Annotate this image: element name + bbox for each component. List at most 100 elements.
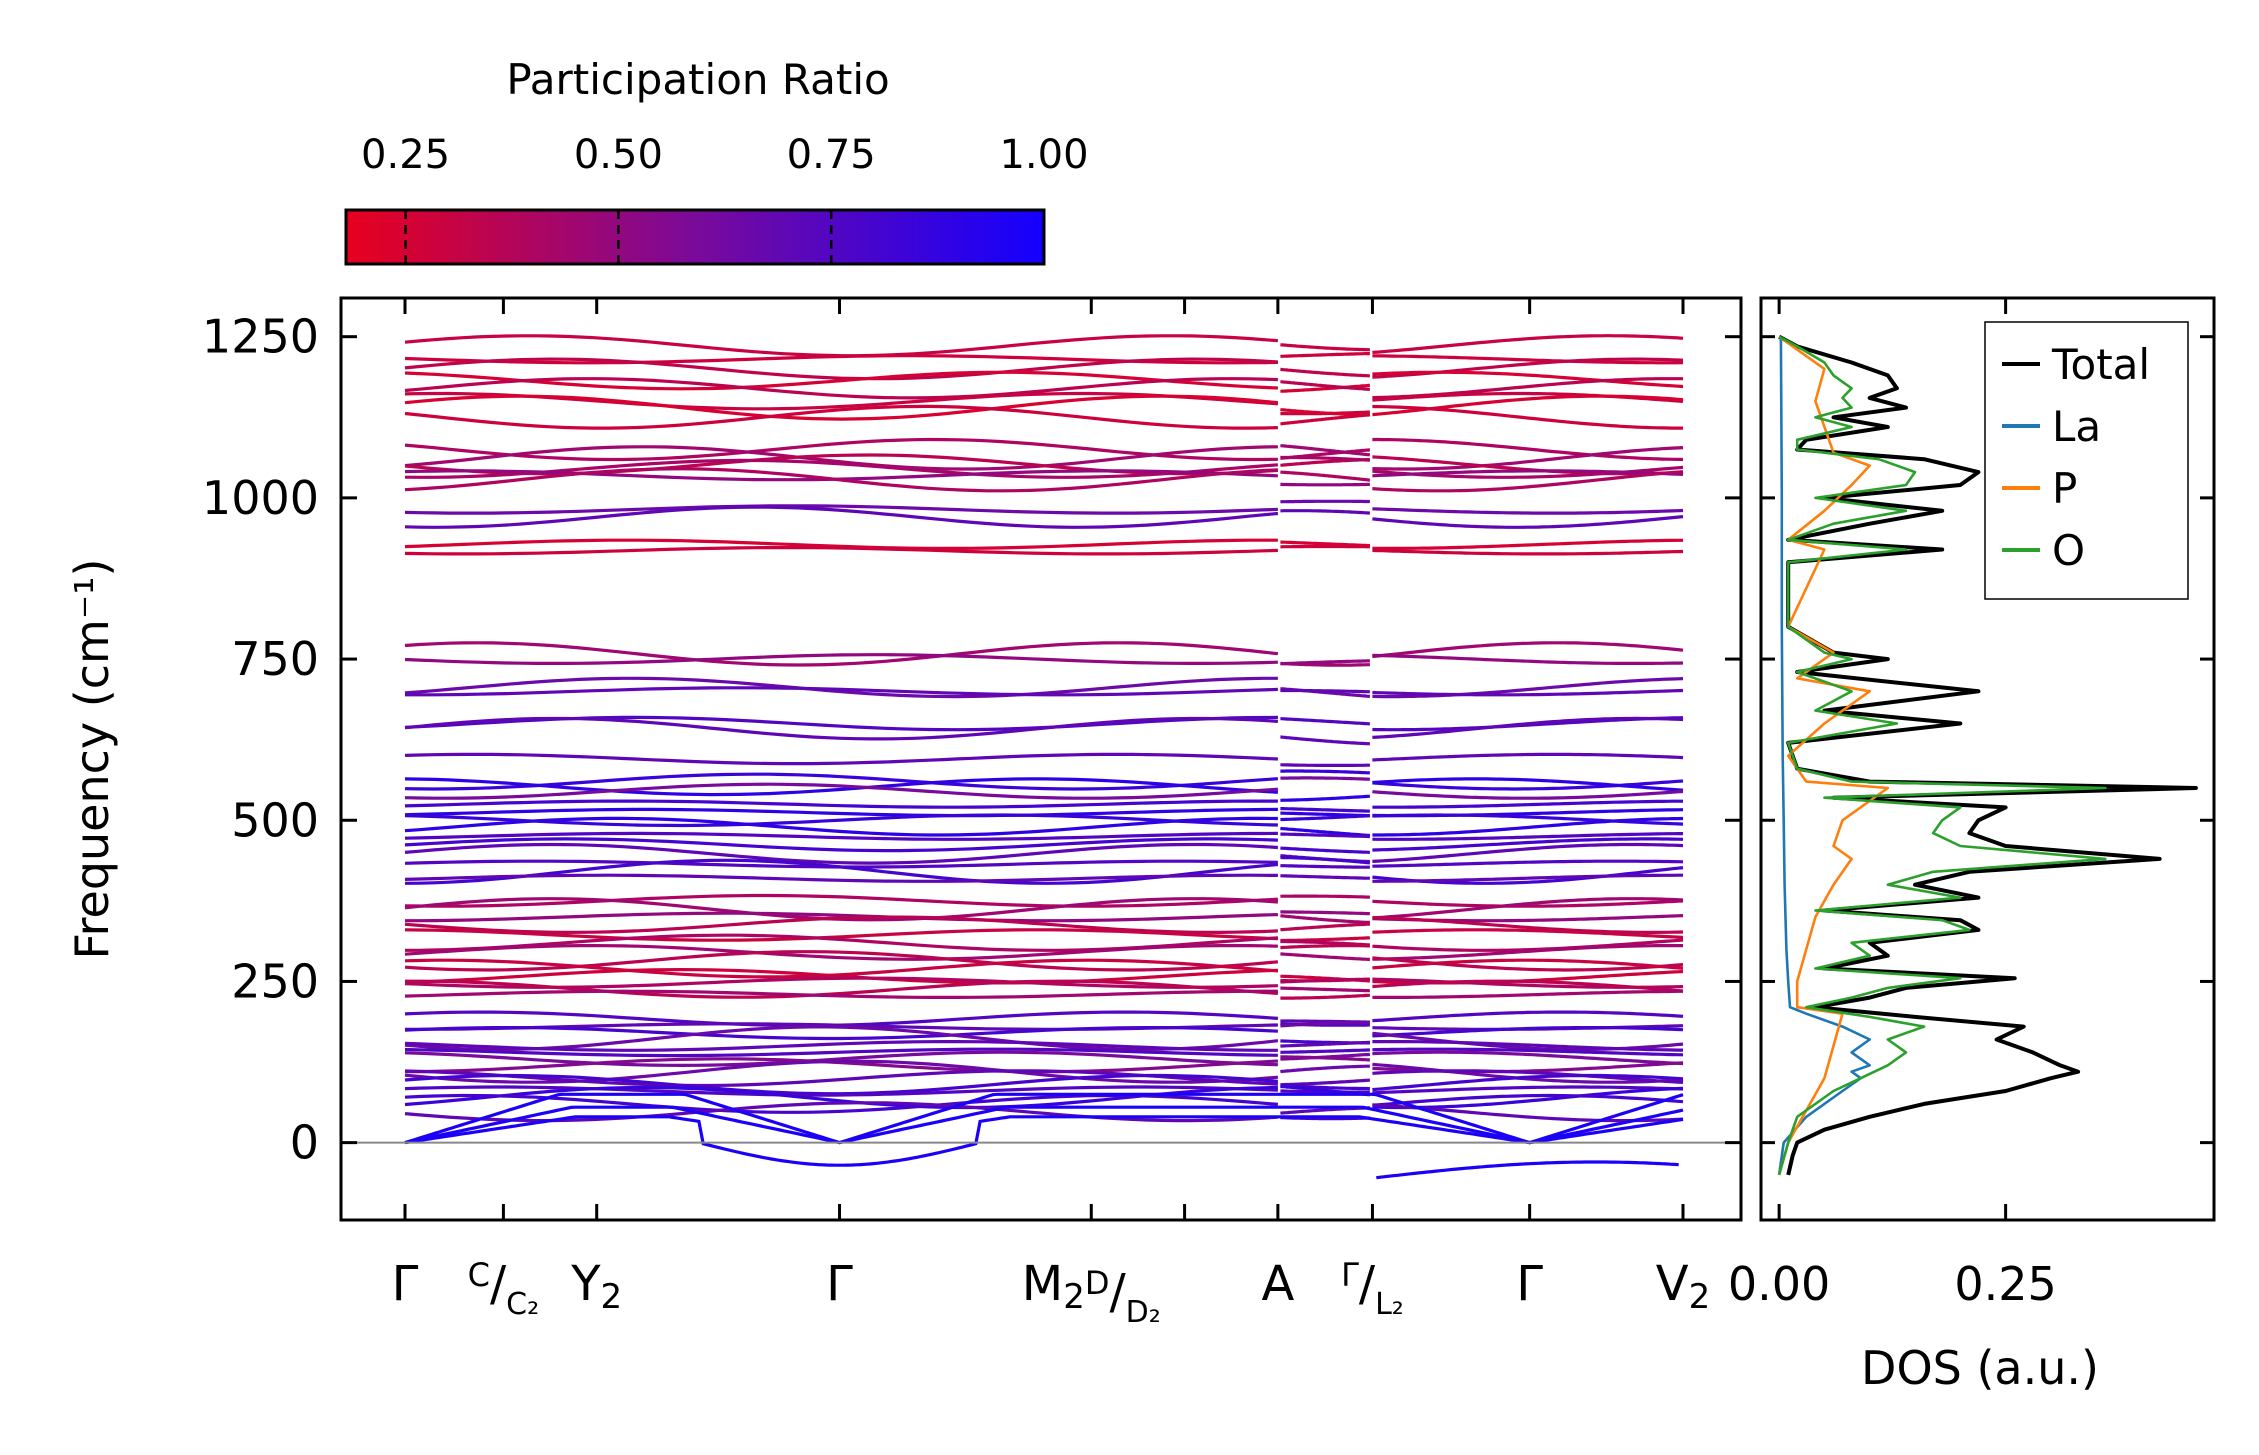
band-y-tick-label: 1000	[202, 471, 319, 525]
phonon-branch	[1372, 354, 1684, 365]
phonon-branch	[1280, 826, 1371, 838]
phonon-branch	[1280, 1021, 1370, 1028]
legend-frame	[1984, 321, 2189, 600]
phonon-branch	[405, 686, 1278, 697]
phonon-branch	[1280, 846, 1370, 854]
phonon-branch	[1372, 688, 1684, 697]
phonon-branch	[404, 377, 1278, 400]
dos-x-tick-label: 0.00	[1728, 1257, 1830, 1311]
phonon-branch	[1280, 874, 1371, 880]
phonon-branch	[404, 772, 1279, 791]
phonon-branch	[404, 1059, 1279, 1084]
phonon-branch	[404, 370, 1278, 391]
phonon-branch	[1372, 789, 1684, 800]
k-path-label: Y2	[570, 1256, 622, 1317]
phonon-branch	[1372, 515, 1684, 529]
phonon-branch	[1280, 455, 1371, 462]
colorbar: Participation Ratio 0.25 0.50 0.75 1.00	[344, 55, 1089, 266]
colorbar-ticks: 0.25 0.50 0.75 1.00	[361, 132, 1089, 264]
phonon-branch	[1372, 859, 1684, 868]
phonon-branch	[1372, 470, 1684, 493]
phonon-branch	[1280, 717, 1370, 726]
phonon-branch	[404, 873, 1278, 883]
phonon-branch	[1372, 799, 1683, 809]
phonon-branch	[1372, 437, 1684, 462]
phonon-branch	[1372, 779, 1684, 791]
phonon-branch	[404, 545, 1278, 556]
k-path-label: C/C₂	[468, 1256, 540, 1322]
band-axes-frame	[339, 296, 1743, 1222]
band-k-path-axis: Γ C/C₂ Y2 Γ M2D/D₂ A Γ/L₂ Γ V2	[392, 298, 1710, 1330]
phonon-branch	[1372, 653, 1684, 666]
phonon-branch	[1280, 367, 1370, 378]
phonon-branch	[1372, 938, 1684, 952]
phonon-branch	[1372, 1050, 1684, 1066]
phonon-branch	[1372, 404, 1683, 430]
phonon-branch	[1372, 538, 1683, 551]
phonon-branch	[404, 505, 1279, 529]
phonon-branch	[1280, 977, 1370, 984]
phonon-branch	[404, 653, 1278, 666]
dos-panel: 0.00 0.25 DOS (a.u.) Total La PO	[1728, 296, 2216, 1395]
k-path-label: A	[1261, 1256, 1294, 1312]
phonon-branch	[404, 334, 1279, 358]
band-y-tick-label: 250	[231, 954, 319, 1008]
band-y-tick-label: 1250	[202, 310, 319, 364]
acoustic-branch-la	[404, 1092, 1684, 1145]
phonon-branch	[1372, 928, 1684, 939]
phonon-branch	[404, 1085, 1278, 1097]
phonon-branch	[1280, 444, 1371, 457]
phonon-branch	[1372, 873, 1683, 883]
dos-axes-ticks: 0.00 0.25	[1728, 298, 2214, 1311]
phonon-branch	[1280, 1078, 1371, 1087]
phonon-branch	[1280, 351, 1371, 358]
phonon-branch	[1372, 446, 1684, 471]
phonon-branch	[1280, 343, 1370, 352]
legend-label-o: O	[2052, 526, 2085, 575]
phonon-branch	[1280, 922, 1371, 932]
phonon-branch	[1280, 864, 1370, 869]
phonon-branch	[1280, 806, 1371, 813]
phonon-branch	[1372, 716, 1684, 739]
phonon-branch	[1372, 334, 1684, 354]
phonon-branch	[1280, 832, 1370, 839]
phonon-branch	[1372, 777, 1684, 792]
colorbar-tick-label: 0.25	[361, 132, 450, 178]
phonon-branch	[1280, 936, 1371, 943]
phonon-branch	[1280, 769, 1371, 775]
phonon-branch	[404, 799, 1278, 809]
dos-curve-o	[1777, 335, 2107, 1176]
phonon-branch	[1372, 548, 1684, 556]
phonon-branch	[1280, 1040, 1370, 1048]
phonon-branch	[404, 1047, 1278, 1058]
phonon-branch	[1280, 894, 1370, 899]
phonon-branch	[1372, 1093, 1684, 1107]
phonon-branch	[404, 641, 1279, 667]
phonon-branch	[1372, 752, 1684, 762]
band-y-tick-label: 750	[231, 632, 319, 686]
band-structure-panel: 0 250 500 750 1000 1250 Γ C/C₂ Y2 Γ M2D/D₂ A Γ/L₂ Γ V…	[65, 296, 1743, 1330]
phonon-branch	[404, 837, 1278, 853]
colorbar-tick-label: 0.50	[574, 132, 663, 178]
phonon-branch	[1372, 1062, 1684, 1084]
phonon-branch	[1280, 944, 1370, 950]
dos-x-tick-label: 0.25	[1954, 1257, 2056, 1311]
phonon-branch	[1280, 910, 1371, 916]
dos-curves	[1777, 334, 2198, 1176]
phonon-branch	[1372, 1025, 1684, 1038]
phonon-branch	[1372, 816, 1684, 837]
phonon-branch	[1372, 1010, 1684, 1023]
acoustic-branch-imag	[404, 1115, 1684, 1167]
phonon-branch	[404, 816, 1278, 837]
colorbar-title: Participation Ratio	[506, 55, 889, 104]
legend-label-p: P	[2052, 464, 2077, 513]
phonon-branch	[1280, 1048, 1371, 1054]
phonon-branch	[1372, 1073, 1684, 1092]
phonon-branch	[404, 404, 1278, 430]
phonon-branch	[404, 915, 1278, 935]
dos-curve-la	[1777, 336, 1871, 1176]
phonon-branch	[1280, 993, 1371, 1000]
phonon-branch	[404, 1025, 1278, 1041]
phonon-bands	[404, 334, 1684, 1180]
phonon-branch	[404, 716, 1279, 741]
